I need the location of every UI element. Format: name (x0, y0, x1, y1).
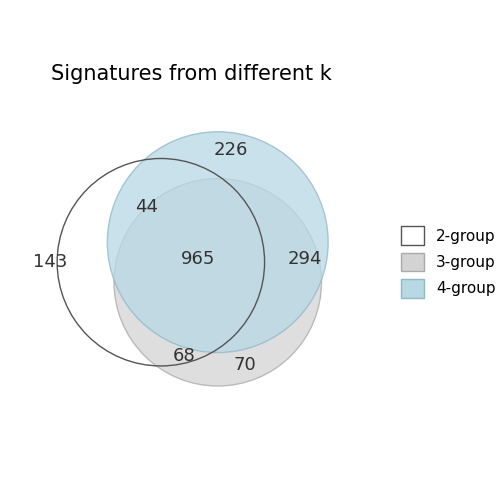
Text: 143: 143 (33, 253, 68, 271)
Text: 226: 226 (214, 142, 248, 159)
Text: 294: 294 (287, 250, 322, 268)
Text: 70: 70 (233, 356, 256, 373)
Text: 44: 44 (135, 198, 158, 216)
Title: Signatures from different k: Signatures from different k (50, 65, 331, 85)
Legend: 2-group, 3-group, 4-group: 2-group, 3-group, 4-group (401, 226, 496, 298)
Circle shape (107, 132, 328, 353)
Text: 965: 965 (180, 250, 215, 268)
Circle shape (114, 178, 322, 386)
Text: 68: 68 (173, 347, 196, 365)
